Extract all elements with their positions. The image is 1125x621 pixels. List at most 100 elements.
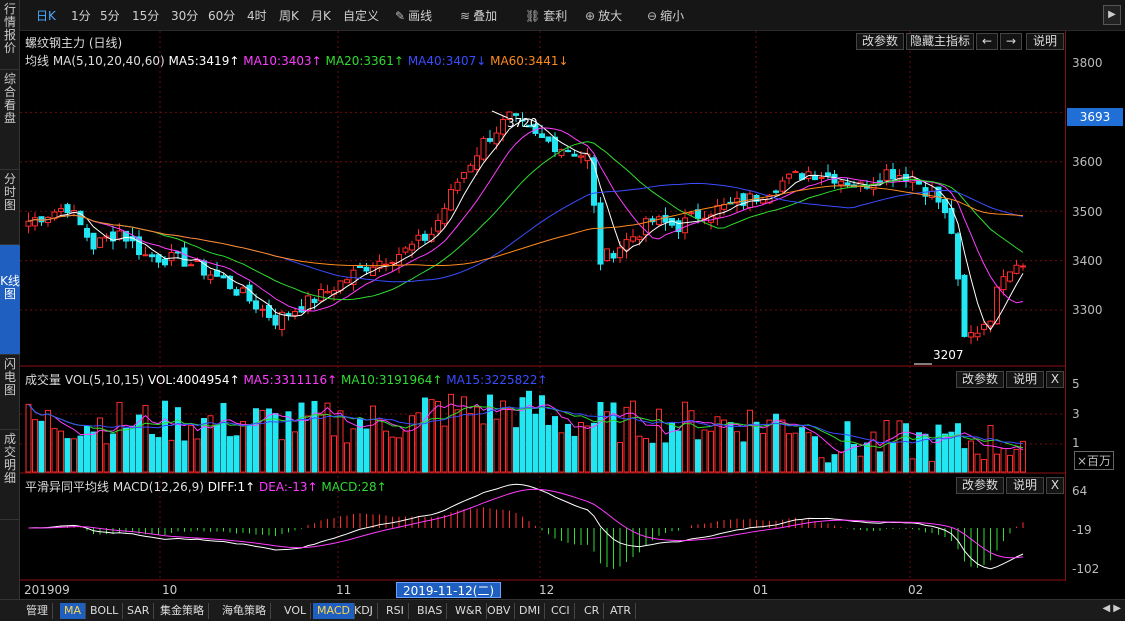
- tab-macd[interactable]: MACD: [313, 603, 355, 619]
- candle-body: [883, 169, 890, 181]
- volume-bar: [142, 405, 149, 473]
- candle-body: [396, 253, 402, 266]
- volume-bar: [630, 400, 636, 473]
- volume-close-button[interactable]: X: [1046, 371, 1064, 388]
- tab-turtle[interactable]: 海龟策略: [218, 603, 271, 619]
- sidebar-item-quotes[interactable]: 行情报价: [0, 0, 20, 70]
- volume-bar: [194, 438, 201, 473]
- indicator-tabbar: 管理 MA BOLL SAR 集金策略 海龟策略 VOL MACD KDJ RS…: [0, 599, 1125, 621]
- volume-help-button[interactable]: 说明: [1006, 371, 1044, 388]
- ma20-line: [28, 141, 1024, 301]
- tab-ma[interactable]: MA: [60, 603, 87, 619]
- volume-bar: [864, 442, 870, 473]
- volume-bar: [805, 432, 812, 473]
- candle-body: [591, 157, 597, 206]
- volume-bar: [311, 400, 318, 473]
- arbitrage-button[interactable]: ⛓ 套利: [525, 7, 567, 24]
- period-30min[interactable]: 30分: [171, 9, 199, 23]
- volume-bar: [578, 421, 584, 473]
- macd-close-button[interactable]: X: [1046, 477, 1064, 494]
- candle-body: [155, 254, 162, 263]
- candle-body: [142, 254, 149, 257]
- zoom-out-button[interactable]: ⊖ 缩小: [647, 7, 684, 24]
- volume-bar: [532, 413, 539, 473]
- candle-body: [825, 172, 831, 177]
- dea-line: [28, 488, 1024, 559]
- period-5min[interactable]: 5分: [100, 9, 120, 23]
- candle-body: [844, 182, 851, 187]
- zoom-in-button[interactable]: ⊕ 放大: [585, 7, 622, 24]
- volume-bar: [948, 431, 955, 473]
- volume-bar: [786, 433, 792, 473]
- volume-edit-params-button[interactable]: 改参数: [956, 371, 1004, 388]
- volume-bar: [435, 401, 441, 473]
- period-week[interactable]: 周K: [279, 9, 299, 23]
- tab-atr[interactable]: ATR: [606, 603, 637, 619]
- tab-dmi[interactable]: DMI: [515, 603, 546, 619]
- sidebar-item-kline[interactable]: K线图: [0, 245, 20, 355]
- volume-bar: [123, 427, 129, 473]
- hide-indicator-button[interactable]: 隐藏主指标: [906, 33, 974, 50]
- tab-jijin[interactable]: 集金策略: [156, 603, 209, 619]
- sidebar-item-overview[interactable]: 综合看盘: [0, 70, 20, 170]
- volume-bar: [467, 413, 474, 473]
- volume-bar: [565, 423, 571, 473]
- candle-body: [188, 264, 194, 267]
- chart-canvas[interactable]: 3720 3207: [20, 31, 1065, 581]
- tab-sar[interactable]: SAR: [123, 603, 155, 619]
- scroll-right-chart-button[interactable]: →: [1000, 33, 1022, 50]
- tab-rsi[interactable]: RSI: [382, 603, 409, 619]
- volume-bar: [792, 432, 799, 473]
- sidebar-item-flash[interactable]: 闪电图: [0, 355, 20, 430]
- scroll-right-button[interactable]: ▶: [1103, 5, 1121, 25]
- volume-bar: [695, 439, 701, 473]
- volume-bar: [448, 393, 454, 473]
- tab-cci[interactable]: CCI: [547, 603, 575, 619]
- tab-bias[interactable]: BIAS: [413, 603, 448, 619]
- macd-edit-params-button[interactable]: 改参数: [956, 477, 1004, 494]
- volume-bar: [110, 433, 116, 473]
- macd-help-button[interactable]: 说明: [1006, 477, 1044, 494]
- period-day[interactable]: 日K: [36, 9, 56, 23]
- volume-bar: [51, 428, 58, 473]
- edit-params-button[interactable]: 改参数: [856, 33, 904, 50]
- period-month[interactable]: 月K: [311, 9, 331, 23]
- link-icon: ⛓: [525, 9, 541, 23]
- macd-histogram: [34, 507, 1024, 569]
- volume-bar: [825, 462, 831, 473]
- candle-body: [480, 137, 487, 160]
- volume-bar: [773, 413, 779, 473]
- period-1min[interactable]: 1分: [71, 9, 91, 23]
- sidebar-item-trades[interactable]: 成交明细: [0, 430, 20, 520]
- candle-body: [474, 155, 480, 170]
- period-4h[interactable]: 4时: [247, 9, 267, 23]
- period-custom[interactable]: 自定义: [343, 9, 380, 23]
- candle-body: [617, 247, 623, 259]
- tab-scroll-arrows[interactable]: ◀ ▶: [1102, 603, 1121, 614]
- tab-vol[interactable]: VOL: [280, 603, 312, 619]
- volume-bar: [64, 438, 71, 473]
- tab-kdj[interactable]: KDJ: [350, 603, 378, 619]
- period-60min[interactable]: 60分: [208, 9, 236, 23]
- sidebar-item-timeshare[interactable]: 分时图: [0, 170, 20, 245]
- tab-manage[interactable]: 管理: [22, 603, 53, 619]
- volume-bar: [298, 402, 305, 473]
- volume-bar: [513, 427, 519, 473]
- scroll-left-button[interactable]: ←: [976, 33, 998, 50]
- help-button[interactable]: 说明: [1026, 33, 1064, 50]
- candle-body: [181, 247, 188, 267]
- tab-wr[interactable]: W&R: [451, 603, 488, 619]
- period-15min[interactable]: 15分: [132, 9, 160, 23]
- tab-cr[interactable]: CR: [580, 603, 605, 619]
- candle-body: [630, 236, 636, 242]
- overlay-button[interactable]: ≋ 叠加: [460, 7, 497, 24]
- volume-bar: [929, 460, 935, 473]
- draw-line-button[interactable]: ✎ 画线: [395, 7, 432, 24]
- volume-unit-button[interactable]: ×百万: [1074, 451, 1115, 470]
- volume-bar: [32, 419, 38, 473]
- tab-obv[interactable]: OBV: [483, 603, 516, 619]
- candle-body: [389, 261, 396, 264]
- volume-bar: [149, 433, 155, 473]
- candle-body: [285, 313, 292, 316]
- tab-boll[interactable]: BOLL: [86, 603, 124, 619]
